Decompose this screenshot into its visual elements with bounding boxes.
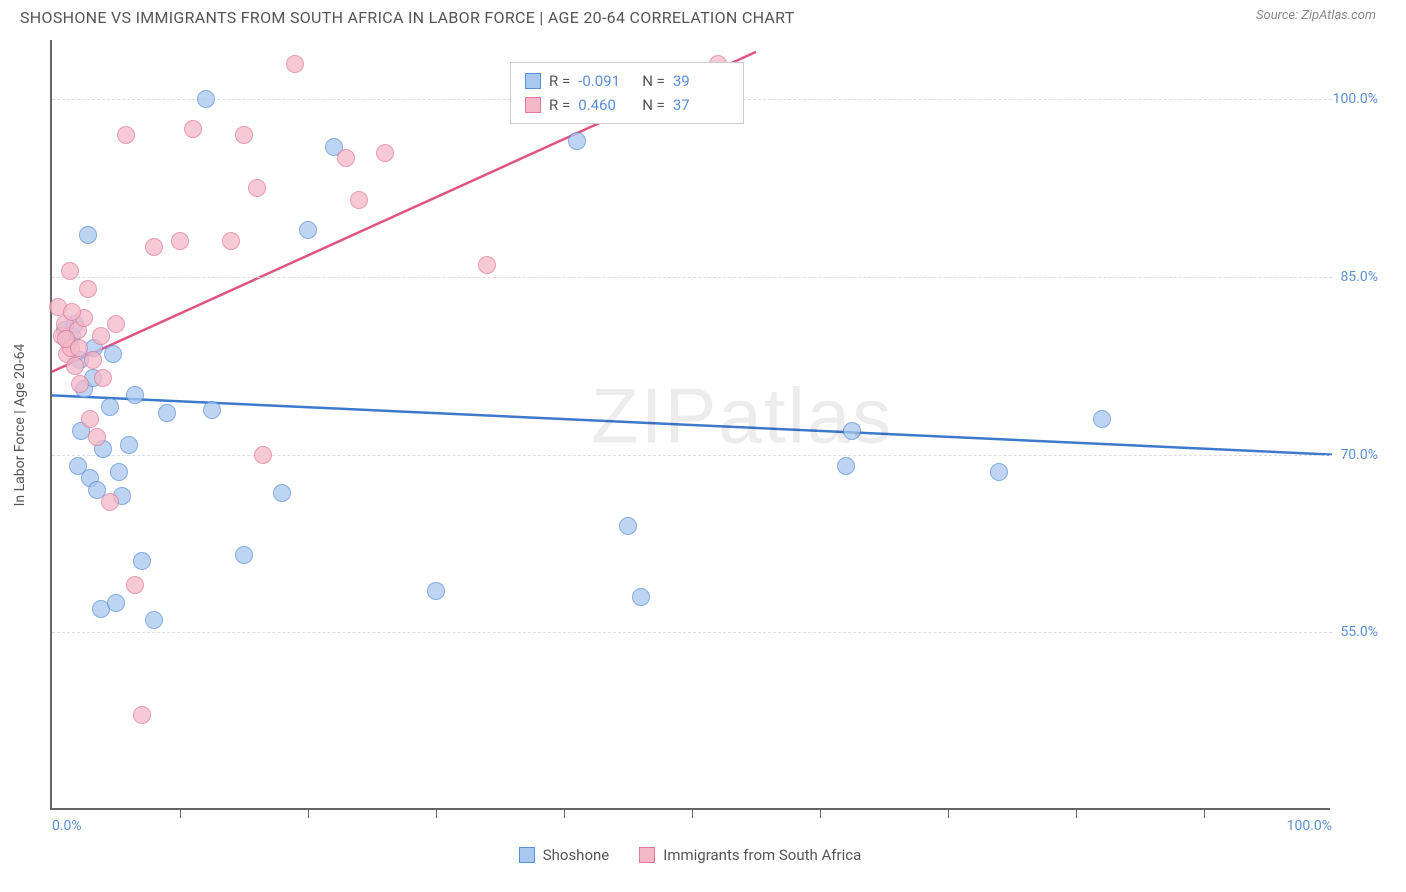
legend-swatch bbox=[639, 847, 655, 863]
data-point bbox=[70, 339, 88, 357]
data-point bbox=[478, 256, 496, 274]
legend-item: Shoshone bbox=[519, 846, 610, 864]
data-point bbox=[273, 484, 291, 502]
x-tick bbox=[692, 810, 693, 818]
chart-title: SHOSHONE VS IMMIGRANTS FROM SOUTH AFRICA… bbox=[20, 8, 795, 27]
x-tick-label-left: 0.0% bbox=[52, 818, 82, 834]
data-point bbox=[158, 404, 176, 422]
plot-region: ZIPatlas 55.0%70.0%85.0%100.0%0.0%100.0% bbox=[50, 40, 1330, 810]
legend-label: Immigrants from South Africa bbox=[663, 846, 861, 864]
x-tick bbox=[820, 810, 821, 818]
x-tick bbox=[1076, 810, 1077, 818]
data-point bbox=[126, 386, 144, 404]
source-attribution: Source: ZipAtlas.com bbox=[1256, 8, 1376, 23]
chart-header: SHOSHONE VS IMMIGRANTS FROM SOUTH AFRICA… bbox=[0, 0, 1406, 27]
x-tick-label-right: 100.0% bbox=[1287, 818, 1332, 834]
data-point bbox=[117, 126, 135, 144]
series-legend: Shoshone Immigrants from South Africa bbox=[50, 846, 1330, 864]
x-tick bbox=[436, 810, 437, 818]
data-point bbox=[254, 446, 272, 464]
legend-row: R = -0.091 N = 39 bbox=[525, 69, 729, 93]
scatter-correlation-chart: In Labor Force | Age 20-64 ZIPatlas 55.0… bbox=[50, 40, 1380, 810]
data-point bbox=[632, 588, 650, 606]
legend-swatch bbox=[519, 847, 535, 863]
x-tick bbox=[564, 810, 565, 818]
data-point bbox=[837, 457, 855, 475]
data-point bbox=[126, 576, 144, 594]
legend-stat-n-value: 37 bbox=[673, 93, 729, 117]
data-point bbox=[71, 375, 89, 393]
data-point bbox=[101, 398, 119, 416]
legend-stat-r-value: -0.091 bbox=[578, 69, 634, 93]
data-point bbox=[120, 436, 138, 454]
data-point bbox=[843, 422, 861, 440]
data-point bbox=[197, 90, 215, 108]
legend-stat-r-value: 0.460 bbox=[578, 93, 634, 117]
data-point bbox=[104, 345, 122, 363]
legend-label: Shoshone bbox=[543, 846, 610, 864]
data-point bbox=[94, 369, 112, 387]
legend-stat-n-label: N = bbox=[642, 69, 665, 93]
data-point bbox=[568, 132, 586, 150]
data-point bbox=[286, 55, 304, 73]
legend-stat-r-label: R = bbox=[549, 69, 570, 93]
gridline-horizontal bbox=[52, 277, 1332, 278]
data-point bbox=[203, 401, 221, 419]
data-point bbox=[61, 262, 79, 280]
gridline-horizontal bbox=[52, 455, 1332, 456]
data-point bbox=[133, 706, 151, 724]
data-point bbox=[88, 428, 106, 446]
data-point bbox=[235, 546, 253, 564]
legend-row: R = 0.460 N = 37 bbox=[525, 93, 729, 117]
data-point bbox=[171, 232, 189, 250]
data-point bbox=[107, 594, 125, 612]
data-point bbox=[337, 149, 355, 167]
x-tick bbox=[948, 810, 949, 818]
data-point bbox=[145, 238, 163, 256]
data-point bbox=[110, 463, 128, 481]
data-point bbox=[1093, 410, 1111, 428]
legend-swatch bbox=[525, 73, 541, 89]
legend-stat-n-label: N = bbox=[642, 93, 665, 117]
data-point bbox=[79, 226, 97, 244]
data-point bbox=[235, 126, 253, 144]
data-point bbox=[145, 611, 163, 629]
data-point bbox=[84, 351, 102, 369]
y-tick-label: 55.0% bbox=[1340, 624, 1378, 640]
y-axis-title: In Labor Force | Age 20-64 bbox=[12, 344, 28, 507]
data-point bbox=[427, 582, 445, 600]
gridline-horizontal bbox=[52, 632, 1332, 633]
watermark: ZIPatlas bbox=[591, 371, 893, 462]
trend-lines bbox=[52, 40, 1332, 810]
data-point bbox=[66, 357, 84, 375]
y-tick-label: 100.0% bbox=[1333, 91, 1378, 107]
y-tick-label: 70.0% bbox=[1340, 447, 1378, 463]
y-tick-label: 85.0% bbox=[1340, 269, 1378, 285]
data-point bbox=[248, 179, 266, 197]
data-point bbox=[222, 232, 240, 250]
correlation-legend: R = -0.091 N = 39 R = 0.460 N = 37 bbox=[510, 62, 744, 124]
data-point bbox=[990, 463, 1008, 481]
data-point bbox=[81, 410, 99, 428]
data-point bbox=[619, 517, 637, 535]
data-point bbox=[133, 552, 151, 570]
legend-stat-n-value: 39 bbox=[673, 69, 729, 93]
x-tick bbox=[308, 810, 309, 818]
x-tick bbox=[1204, 810, 1205, 818]
data-point bbox=[184, 120, 202, 138]
data-point bbox=[101, 493, 119, 511]
trend-line bbox=[52, 395, 1332, 454]
data-point bbox=[376, 144, 394, 162]
data-point bbox=[79, 280, 97, 298]
data-point bbox=[350, 191, 368, 209]
legend-swatch bbox=[525, 97, 541, 113]
data-point bbox=[63, 303, 81, 321]
legend-item: Immigrants from South Africa bbox=[639, 846, 861, 864]
legend-stat-r-label: R = bbox=[549, 93, 570, 117]
data-point bbox=[107, 315, 125, 333]
x-tick bbox=[180, 810, 181, 818]
data-point bbox=[92, 327, 110, 345]
data-point bbox=[299, 221, 317, 239]
